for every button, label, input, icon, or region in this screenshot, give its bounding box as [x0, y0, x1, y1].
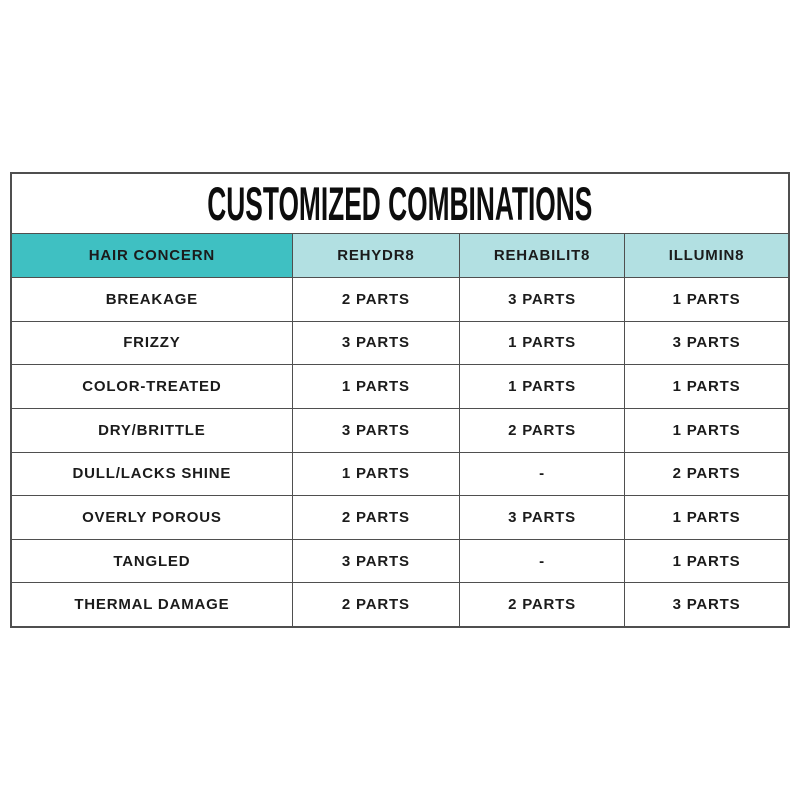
- table-title-row: CUSTOMIZED COMBINATIONS: [12, 174, 788, 234]
- row-label: DRY/BRITTLE: [98, 421, 206, 439]
- cell-value: 2 PARTS: [624, 452, 788, 496]
- cell-value: 2 PARTS: [291, 496, 459, 539]
- cell-value: 1 PARTS: [291, 365, 459, 408]
- table-header-row: HAIR CONCERN REHYDR8 REHABILIT8 ILLUMIN8: [12, 233, 788, 278]
- table-row: OVERLY POROUS 2 PARTS 3 PARTS 1 PARTS: [12, 495, 788, 539]
- cell-value: 2 PARTS: [291, 583, 459, 626]
- table-row: FRIZZY 3 PARTS 1 PARTS 3 PARTS: [12, 320, 788, 365]
- table-row: TANGLED 3 PARTS - 1 PARTS: [12, 538, 788, 583]
- cell-value: 1 PARTS: [624, 408, 788, 452]
- cell-value: 2 PARTS: [458, 408, 624, 452]
- cell-value: 3 PARTS: [458, 496, 624, 539]
- cell-value: 3 PARTS: [291, 408, 459, 452]
- row-label: DULL/LACKS SHINE: [72, 465, 232, 483]
- row-label: FRIZZY: [123, 334, 181, 352]
- cell-value: 1 PARTS: [624, 278, 788, 321]
- cell-value: 1 PARTS: [624, 539, 788, 583]
- cell-value: 1 PARTS: [458, 321, 624, 365]
- column-header-rehabilit8: REHABILIT8: [458, 234, 625, 278]
- row-label: BREAKAGE: [105, 290, 198, 308]
- table-title: CUSTOMIZED COMBINATIONS: [207, 177, 593, 231]
- column-header-hair-concern: HAIR CONCERN: [12, 234, 292, 278]
- table-row: DRY/BRITTLE 3 PARTS 2 PARTS 1 PARTS: [12, 407, 788, 452]
- cell-value: 1 PARTS: [458, 365, 624, 408]
- table-row: BREAKAGE 2 PARTS 3 PARTS 1 PARTS: [12, 277, 788, 321]
- table-row: COLOR-TREATED 1 PARTS 1 PARTS 1 PARTS: [12, 364, 788, 408]
- row-label: THERMAL DAMAGE: [74, 596, 230, 614]
- cell-value: 1 PARTS: [624, 365, 788, 408]
- row-label: OVERLY POROUS: [82, 508, 222, 526]
- table-row: DULL/LACKS SHINE 1 PARTS - 2 PARTS: [12, 451, 788, 496]
- cell-value: 3 PARTS: [458, 278, 624, 321]
- cell-value: 3 PARTS: [624, 583, 788, 626]
- table-row: THERMAL DAMAGE 2 PARTS 2 PARTS 3 PARTS: [12, 582, 788, 626]
- cell-value: 3 PARTS: [291, 539, 459, 583]
- cell-value: 2 PARTS: [458, 583, 624, 626]
- cell-value: -: [458, 452, 624, 496]
- column-header-rehydr8: REHYDR8: [291, 234, 459, 278]
- cell-value: 3 PARTS: [624, 321, 788, 365]
- cell-value: -: [458, 539, 624, 583]
- cell-value: 1 PARTS: [291, 452, 459, 496]
- column-header-illumin8: ILLUMIN8: [624, 234, 788, 278]
- row-label: TANGLED: [113, 552, 191, 570]
- cell-value: 1 PARTS: [624, 496, 788, 539]
- cell-value: 2 PARTS: [291, 278, 459, 321]
- customized-combinations-table: CUSTOMIZED COMBINATIONS HAIR CONCERN REH…: [10, 172, 790, 628]
- cell-value: 3 PARTS: [291, 321, 459, 365]
- row-label: COLOR-TREATED: [82, 378, 222, 396]
